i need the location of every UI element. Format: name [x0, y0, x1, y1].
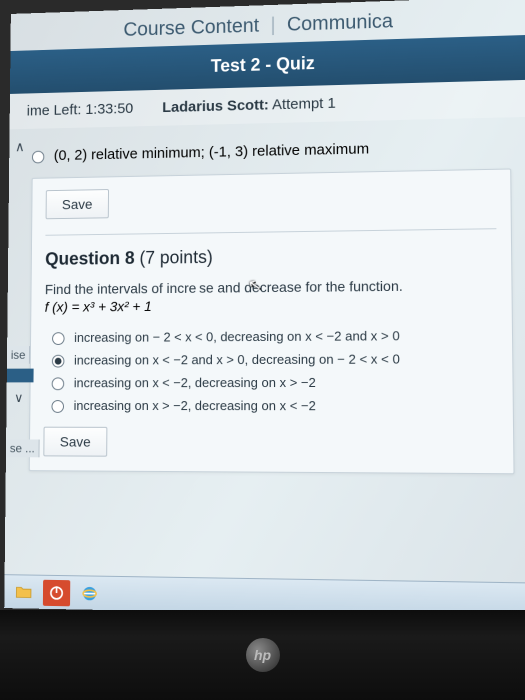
power-icon[interactable]	[43, 579, 70, 606]
breadcrumb-comm[interactable]: Communica	[287, 11, 393, 36]
question-points: (7 points)	[139, 247, 212, 268]
monitor-logo: hp	[246, 638, 280, 672]
option-text: increasing on x < −2 and x > 0, decreasi…	[74, 351, 400, 367]
breadcrumb-separator: |	[270, 15, 275, 37]
radio-icon[interactable]	[32, 151, 44, 164]
folder-icon[interactable]	[10, 579, 37, 605]
collapse-icon[interactable]: ∧	[15, 139, 25, 156]
quiz-content: ∧ (0, 2) relative minimum; (-1, 3) relat…	[6, 117, 525, 474]
side-tab[interactable]: ise	[7, 346, 30, 364]
option-row[interactable]: increasing on x < −2, decreasing on x > …	[52, 370, 498, 394]
chevron-down-icon[interactable]: ∨	[14, 390, 23, 406]
radio-icon-selected[interactable]	[52, 355, 65, 368]
option-row[interactable]: increasing on x > −2, decreasing on x < …	[51, 394, 498, 418]
question-panel: Save Question 8 (7 points) Find the inte…	[29, 168, 515, 474]
radio-icon[interactable]	[52, 377, 65, 390]
student-attempt: Ladarius Scott: Attempt 1	[162, 95, 336, 116]
option-text: increasing on x > −2, decreasing on x < …	[74, 398, 316, 413]
previous-option-text: (0, 2) relative minimum; (-1, 3) relativ…	[54, 141, 369, 164]
radio-icon[interactable]	[51, 400, 64, 413]
option-text: increasing on x < −2, decreasing on x > …	[74, 375, 316, 390]
save-button[interactable]: Save	[46, 189, 109, 219]
side-tab[interactable]: se ...	[6, 439, 40, 457]
save-button[interactable]: Save	[43, 427, 107, 457]
question-label: Question 8	[45, 248, 135, 269]
quiz-title: Test 2 - Quiz	[211, 53, 315, 76]
radio-icon[interactable]	[52, 332, 65, 345]
side-active-indicator	[7, 369, 34, 383]
options-group: increasing on − 2 < x < 0, decreasing on…	[44, 321, 499, 427]
monitor-bezel: hp	[0, 610, 525, 700]
option-row[interactable]: increasing on − 2 < x < 0, decreasing on…	[52, 324, 498, 349]
question-header: Question 8 (7 points)	[45, 228, 497, 277]
ie-icon[interactable]	[76, 580, 104, 607]
option-text: increasing on − 2 < x < 0, decreasing on…	[74, 328, 400, 345]
breadcrumb-course[interactable]: Course Content	[123, 15, 259, 41]
option-row[interactable]: increasing on x < −2 and x > 0, decreasi…	[52, 347, 498, 372]
screen: Course Content | Communica Test 2 - Quiz…	[4, 0, 525, 618]
time-left: ime Left: 1:33:50	[27, 100, 134, 119]
question-formula: f (x) = x³ + 3x² + 1	[45, 295, 498, 324]
